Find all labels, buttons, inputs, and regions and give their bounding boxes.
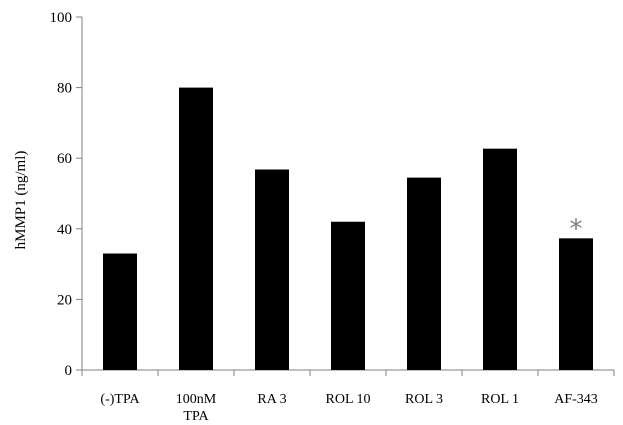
y-axis-label: hMMP1 (ng/ml) bbox=[13, 151, 29, 250]
x-tick-label: ROL 10 bbox=[326, 392, 371, 407]
x-tick-label: ROL 1 bbox=[481, 392, 519, 407]
y-tick-label: 20 bbox=[57, 292, 72, 308]
bar bbox=[103, 253, 137, 370]
x-tick-label: AF-343 bbox=[554, 392, 598, 407]
bar bbox=[407, 177, 441, 370]
bars bbox=[103, 87, 593, 370]
y-tick-label: 100 bbox=[50, 10, 73, 26]
x-tick-label: ROL 3 bbox=[405, 392, 443, 407]
y-tick-label: 80 bbox=[57, 81, 72, 97]
axes bbox=[76, 16, 615, 376]
bar bbox=[331, 221, 365, 370]
y-tick-label: 40 bbox=[57, 222, 72, 238]
y-tick-label: 60 bbox=[57, 151, 72, 167]
bar bbox=[179, 87, 213, 370]
y-tick-label: 0 bbox=[65, 363, 73, 379]
labels: 0 20 40 60 80 100 (-)TPA 100nM TPA RA 3 ROL 10 ROL … bbox=[50, 10, 598, 424]
bar bbox=[559, 238, 593, 370]
bar bbox=[483, 148, 517, 370]
significance-marker: * bbox=[570, 214, 583, 244]
x-tick-label: RA 3 bbox=[257, 392, 286, 407]
x-tick-label: 100nM TPA bbox=[176, 392, 217, 424]
x-tick-label: (-)TPA bbox=[100, 392, 140, 407]
bar bbox=[255, 169, 289, 370]
